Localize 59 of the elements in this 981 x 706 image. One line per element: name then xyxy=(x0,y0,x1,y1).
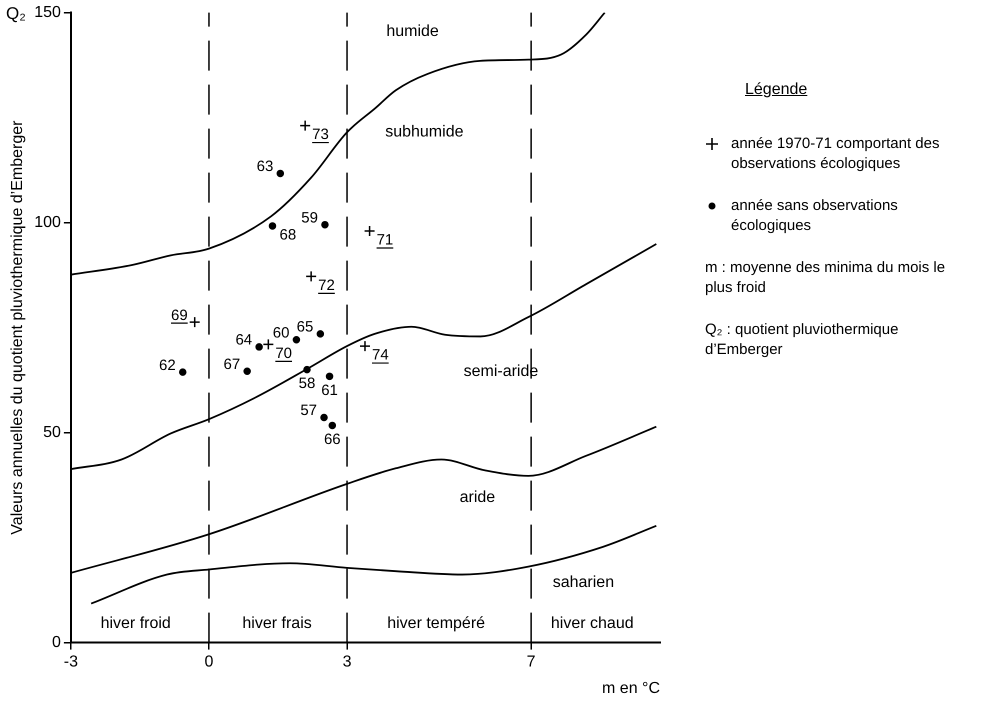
point xyxy=(255,343,263,351)
legend-title: Légende xyxy=(745,80,808,100)
annotation: 62 xyxy=(159,356,176,374)
annotation: 65 xyxy=(296,318,314,336)
y-tick-label: 150 xyxy=(34,4,61,22)
y-tick-label: 0 xyxy=(52,634,61,652)
point xyxy=(359,340,371,352)
annotation: saharien xyxy=(552,574,614,592)
annotation: 69 xyxy=(171,306,188,324)
point xyxy=(303,366,311,374)
annotation: 67 xyxy=(223,356,240,373)
annotation: 68 xyxy=(279,226,296,244)
annotation: 60 xyxy=(272,324,290,342)
annotation: 71 xyxy=(376,232,394,249)
point xyxy=(276,170,284,178)
point xyxy=(316,330,324,338)
annotation: hiver frais xyxy=(242,615,312,632)
annotation: subhumide xyxy=(385,124,464,141)
point xyxy=(320,414,328,422)
point xyxy=(178,368,186,376)
point xyxy=(292,336,300,344)
x-tick-label: 3 xyxy=(342,654,352,671)
x-tick-label: 7 xyxy=(526,654,536,671)
point xyxy=(364,225,376,237)
point xyxy=(243,368,251,376)
annotation: 74 xyxy=(372,346,389,364)
annotation: 73 xyxy=(312,126,329,144)
legend-label: année 1970-71 comportant des observations écologiques xyxy=(731,134,940,174)
annotation: 72 xyxy=(318,277,335,294)
annotation: 61 xyxy=(321,382,338,399)
y-tick-label: 50 xyxy=(43,424,61,442)
annotation: 58 xyxy=(298,375,316,392)
y-tick-label: 100 xyxy=(34,214,61,232)
annotation: 59 xyxy=(301,209,318,226)
annotation: aride xyxy=(460,489,496,506)
text: Q₂ : quotient pluviothermique d’Emberger xyxy=(705,320,900,360)
x-axis-title: m en °C xyxy=(602,680,660,697)
annotation: 57 xyxy=(300,402,318,420)
annotation: 66 xyxy=(324,431,341,448)
point xyxy=(326,372,334,380)
point xyxy=(321,220,329,228)
point xyxy=(262,338,274,350)
annotation: hiver chaud xyxy=(550,615,634,632)
annotation: 64 xyxy=(235,332,252,349)
text: m : moyenne des minima du mois le plus froid xyxy=(705,258,946,298)
annotation: 70 xyxy=(275,345,292,362)
annotation: 63 xyxy=(256,158,274,176)
annotation: hiver tempéré xyxy=(387,615,486,632)
x-tick-label: 0 xyxy=(204,654,214,671)
point xyxy=(268,222,276,230)
y-axis-title: Valeurs annuelles du quotient pluviothermique d’Emberger xyxy=(9,120,26,535)
point xyxy=(305,270,317,282)
text: Q₂ xyxy=(6,4,26,24)
annotation: humide xyxy=(386,22,439,40)
annotation: hiver froid xyxy=(100,615,171,632)
legend-label: année sans observations écologiques xyxy=(731,196,899,236)
x-tick-label: -3 xyxy=(64,654,78,671)
point xyxy=(299,120,311,132)
point xyxy=(328,422,336,430)
